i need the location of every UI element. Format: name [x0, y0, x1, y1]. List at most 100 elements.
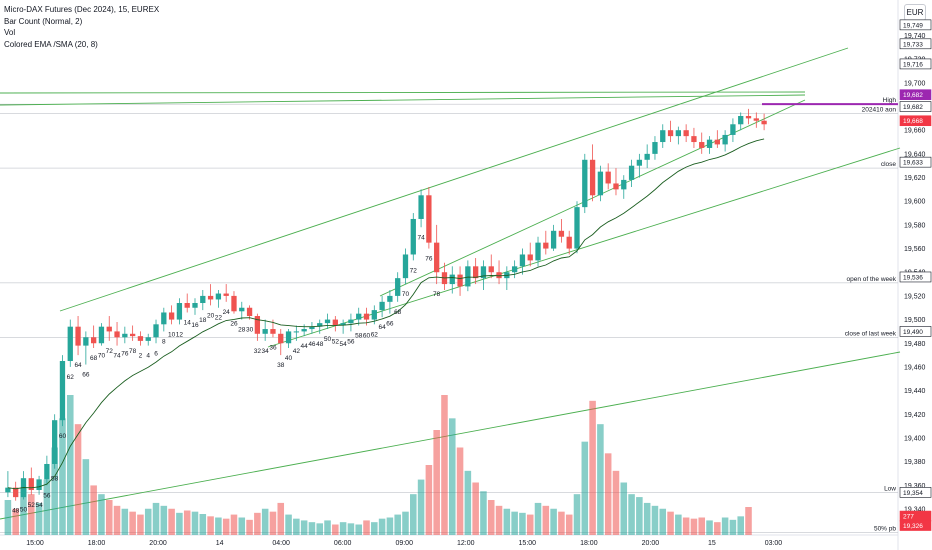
channel-line: [59, 47, 849, 312]
candle-body: [473, 266, 479, 279]
level-label: High: [883, 97, 897, 104]
price-tag-label: 19,633: [903, 160, 923, 167]
bar-count-label: 48: [12, 508, 20, 515]
candle-body: [153, 324, 159, 338]
candle-body: [753, 118, 759, 121]
bar-count-label: 44: [301, 343, 309, 350]
candle-body: [387, 295, 393, 302]
candle-body: [519, 254, 526, 267]
candle-body: [278, 333, 284, 344]
candle-body: [761, 120, 767, 125]
legend-vol[interactable]: Vol: [4, 28, 16, 37]
legend-symbol[interactable]: Micro-DAX Futures (Dec 2024), 15, EUREX: [4, 5, 160, 14]
volume-bar: [222, 518, 230, 535]
legend-ema[interactable]: Colored EMA /SMA (20, 8): [4, 39, 98, 49]
price-tag: [899, 89, 932, 100]
bar-count-label: 14: [184, 319, 192, 326]
volume-bar: [542, 505, 550, 535]
candle-body: [597, 171, 604, 196]
candle-body: [52, 420, 58, 464]
bar-count-label: 76: [121, 350, 129, 357]
volume-bar: [402, 511, 409, 535]
volume-bar: [246, 519, 253, 535]
volume-bar: [480, 491, 487, 535]
candle-body: [644, 153, 650, 160]
candle-body: [207, 295, 214, 300]
candle-body: [293, 331, 299, 333]
y-tick-label: 19,620: [904, 175, 926, 182]
price-tag: [899, 58, 932, 70]
candle-body: [738, 115, 744, 125]
volume-bar: [643, 502, 651, 535]
price-tag-label: 19,668: [903, 118, 923, 125]
bar-count-label: 8: [162, 338, 166, 345]
candle-body: [628, 165, 635, 180]
candle-body: [239, 307, 245, 312]
bar-count-label: 68: [394, 309, 402, 316]
y-tick-label: 19,360: [904, 483, 926, 490]
legend-bar-count[interactable]: Bar Count (Normal, 2): [4, 16, 83, 26]
candle-body: [605, 171, 611, 184]
bar-count-label: 26: [230, 321, 238, 328]
candle-body: [301, 329, 307, 332]
price-tag: [899, 156, 932, 168]
bar-count-label: 60: [363, 332, 371, 339]
bar-count-label: 12: [176, 331, 184, 338]
bar-count-label: 30: [246, 327, 254, 334]
bar-count-label: 70: [98, 353, 106, 360]
x-tick-label: 18:00: [580, 540, 598, 547]
candle-body: [83, 337, 89, 346]
candle-body: [418, 195, 424, 219]
candle-body: [270, 329, 276, 334]
volume-bar: [597, 424, 604, 535]
volume-bar: [74, 424, 82, 535]
candle-body: [356, 313, 362, 320]
candle-body: [137, 336, 144, 341]
candle-body: [667, 130, 674, 137]
volume-bar: [12, 508, 19, 535]
bar-count-label: 50: [324, 336, 332, 343]
y-tick-label: 19,740: [904, 33, 926, 40]
candle-body: [652, 142, 658, 154]
candle-body: [44, 463, 50, 480]
x-tick-label: 18:00: [88, 540, 106, 547]
candle-body: [691, 136, 697, 143]
volume-bar: [324, 520, 331, 535]
bar-count-label: 78: [433, 291, 441, 298]
candle-body: [636, 159, 643, 166]
volume-bar: [137, 514, 144, 535]
candle-body: [465, 266, 471, 287]
bar-count-label: 64: [378, 324, 386, 331]
candle-body: [106, 326, 112, 332]
bar-count-label: 62: [67, 374, 75, 381]
price-tag: [899, 520, 932, 531]
channel-line: [0, 94, 806, 106]
volume-bar: [191, 511, 199, 535]
candle-body: [332, 319, 338, 326]
candle-body: [714, 139, 720, 145]
candle-body: [340, 323, 346, 326]
volume-bar: [558, 511, 565, 535]
volume-bar: [410, 494, 417, 535]
price-tag: [899, 19, 932, 31]
volume-bar: [371, 522, 378, 535]
volume-bar: [269, 511, 277, 535]
volume-bar: [682, 517, 690, 535]
volume-bar: [51, 447, 58, 535]
bar-count-label: 56: [43, 492, 51, 499]
candle-body: [98, 326, 105, 344]
volume-bar: [386, 517, 394, 535]
bar-count-label: 42: [293, 348, 301, 355]
volume-bar: [355, 524, 362, 535]
volume-bar: [519, 512, 526, 535]
candle-body: [36, 479, 42, 491]
bar-count-label: 28: [238, 327, 246, 334]
candle-body: [215, 293, 222, 300]
volume-bar: [511, 511, 518, 535]
bar-count-label: 34: [262, 348, 270, 355]
y-tick-label: 19,340: [904, 506, 926, 513]
volume-bar: [113, 505, 121, 535]
candle-body: [129, 333, 136, 337]
volume-bar: [28, 494, 35, 535]
